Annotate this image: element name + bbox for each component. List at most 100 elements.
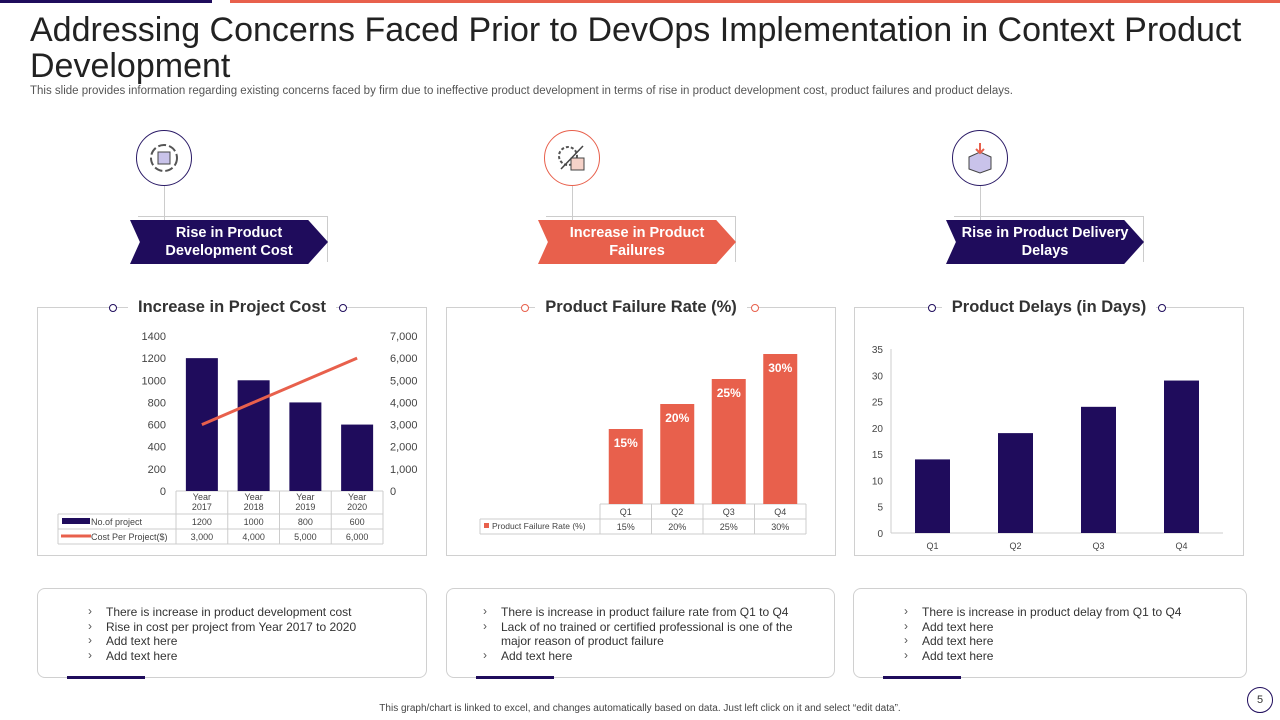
chart-title: Product Delays (in Days) xyxy=(941,298,1157,316)
bullet: Add text here xyxy=(88,633,426,649)
y2-tick-label: 7,000 xyxy=(390,331,418,343)
y-tick-label: 1400 xyxy=(142,331,166,343)
x-tick-label: Q1 xyxy=(926,541,938,551)
y-tick-label: 25 xyxy=(872,398,884,409)
y-tick-label: 20 xyxy=(872,424,884,435)
y-tick-label: 35 xyxy=(872,345,884,356)
bullet: Lack of no trained or certified professi… xyxy=(483,619,803,649)
table-cell: 25% xyxy=(720,522,738,532)
table-cell: 20% xyxy=(668,522,686,532)
table-cell: 800 xyxy=(298,517,313,527)
bar-no-of-project xyxy=(289,402,322,491)
legend-swatch-bar xyxy=(62,518,90,524)
table-cell: 15% xyxy=(617,522,635,532)
y-tick-label: 30 xyxy=(872,371,884,382)
data-label: 30% xyxy=(768,361,792,375)
y-tick-label: 200 xyxy=(148,464,166,476)
bar-delay-days xyxy=(1081,406,1116,533)
accent-bar-coral xyxy=(230,0,1280,3)
y2-tick-label: 3,000 xyxy=(390,420,418,432)
table-cell: 30% xyxy=(771,522,789,532)
banner-delivery-delays: Rise in Product Delivery Delays xyxy=(946,220,1144,264)
table-cell: 1200 xyxy=(192,517,212,527)
bullet: Rise in cost per project from Year 2017 … xyxy=(88,619,426,635)
page-subtitle: This slide provides information regardin… xyxy=(30,85,1013,97)
chart-title: Product Failure Rate (%) xyxy=(535,298,747,316)
legend-label: Product Failure Rate (%) xyxy=(492,521,586,531)
legend-label: Cost Per Project($) xyxy=(91,532,168,542)
table-cell: 5,000 xyxy=(294,532,317,542)
y-tick-label: 5 xyxy=(877,503,883,514)
bullet: Add text here xyxy=(904,633,1246,649)
bar-failure-rate xyxy=(660,404,695,504)
data-label: 20% xyxy=(665,411,689,425)
chart-project-cost[interactable]: 0 200 400 600 800 1000 1200 1400 0 1,000 2,000 3,00… xyxy=(37,298,427,556)
x-tick-label: Q1 xyxy=(620,507,632,517)
table-cell: 600 xyxy=(350,517,365,527)
chart-product-delays[interactable]: 0 5 10 15 20 25 30 35 Q1 Q2 Q3 Q4 Product Delays (i… xyxy=(854,298,1244,556)
y2-tick-label: 2,000 xyxy=(390,442,418,454)
accent-bar-navy xyxy=(0,0,212,3)
table-cell: 3,000 xyxy=(191,532,214,542)
x-tick-label: Q4 xyxy=(774,507,786,517)
bar-delay-days xyxy=(1164,380,1199,533)
x-tick-label: 2018 xyxy=(244,502,264,512)
x-tick-label: Year xyxy=(245,492,263,502)
page-number: 5 xyxy=(1247,687,1273,713)
y-tick-label: 800 xyxy=(148,397,166,409)
y-tick-label: 0 xyxy=(160,486,166,498)
data-label: 25% xyxy=(717,386,741,400)
table-cell: 6,000 xyxy=(346,532,369,542)
bullet: Add text here xyxy=(904,619,1246,635)
y-tick-label: 0 xyxy=(877,529,883,540)
bar-failure-rate xyxy=(608,429,643,504)
gear-growth-box-icon xyxy=(544,130,600,186)
y-tick-label: 10 xyxy=(872,476,884,487)
chart-title: Increase in Project Cost xyxy=(128,298,336,316)
x-tick-label: Q2 xyxy=(671,507,683,517)
x-tick-label: 2020 xyxy=(347,502,367,512)
bar-delay-days xyxy=(915,459,950,533)
table-cell: 1000 xyxy=(244,517,264,527)
table-cell: 4,000 xyxy=(242,532,265,542)
y-tick-label: 400 xyxy=(148,442,166,454)
x-tick-label: Q3 xyxy=(723,507,735,517)
delivery-box-icon xyxy=(952,130,1008,186)
x-tick-label: Q2 xyxy=(1009,541,1021,551)
x-tick-label: Year xyxy=(296,492,314,502)
bullet: There is increase in product development… xyxy=(88,604,426,620)
x-tick-label: Q3 xyxy=(1092,541,1104,551)
y-tick-label: 1000 xyxy=(142,375,166,387)
chart-failure-rate[interactable]: 15% Q1 15% 20% Q2 20% 25% Q3 25% 30% Q4 30% Product … xyxy=(446,298,836,556)
notes-product-failures: There is increase in product failure rat… xyxy=(446,588,835,678)
x-tick-label: 2017 xyxy=(192,502,212,512)
bullet: Add text here xyxy=(483,648,834,664)
bar-failure-rate xyxy=(711,379,746,504)
y-tick-label: 15 xyxy=(872,450,884,461)
legend-label: No.of project xyxy=(91,517,143,527)
x-tick-label: 2019 xyxy=(295,502,315,512)
notes-development-cost: There is increase in product development… xyxy=(37,588,427,678)
y2-tick-label: 1,000 xyxy=(390,464,418,476)
bar-delay-days xyxy=(998,433,1033,533)
bullet: Add text here xyxy=(904,648,1246,664)
y2-tick-label: 0 xyxy=(390,486,396,498)
banner-product-failures: Increase in Product Failures xyxy=(538,220,736,264)
y2-tick-label: 6,000 xyxy=(390,353,418,365)
bullet: There is increase in product delay from … xyxy=(904,604,1246,620)
legend-swatch xyxy=(484,523,489,528)
page-title: Addressing Concerns Faced Prior to DevOp… xyxy=(30,11,1242,85)
y2-tick-label: 5,000 xyxy=(390,375,418,387)
bar-failure-rate xyxy=(763,354,798,504)
banner-development-cost: Rise in Product Development Cost xyxy=(130,220,328,264)
x-tick-label: Q4 xyxy=(1175,541,1187,551)
bullet: Add text here xyxy=(88,648,426,664)
y2-tick-label: 4,000 xyxy=(390,397,418,409)
footer-note: This graph/chart is linked to excel, and… xyxy=(379,703,901,714)
x-tick-label: Year xyxy=(193,492,211,502)
notes-delivery-delays: There is increase in product delay from … xyxy=(853,588,1247,678)
product-cycle-icon xyxy=(136,130,192,186)
x-tick-label: Year xyxy=(348,492,366,502)
line-cost-per-project xyxy=(201,356,358,426)
y-tick-label: 600 xyxy=(148,420,166,432)
